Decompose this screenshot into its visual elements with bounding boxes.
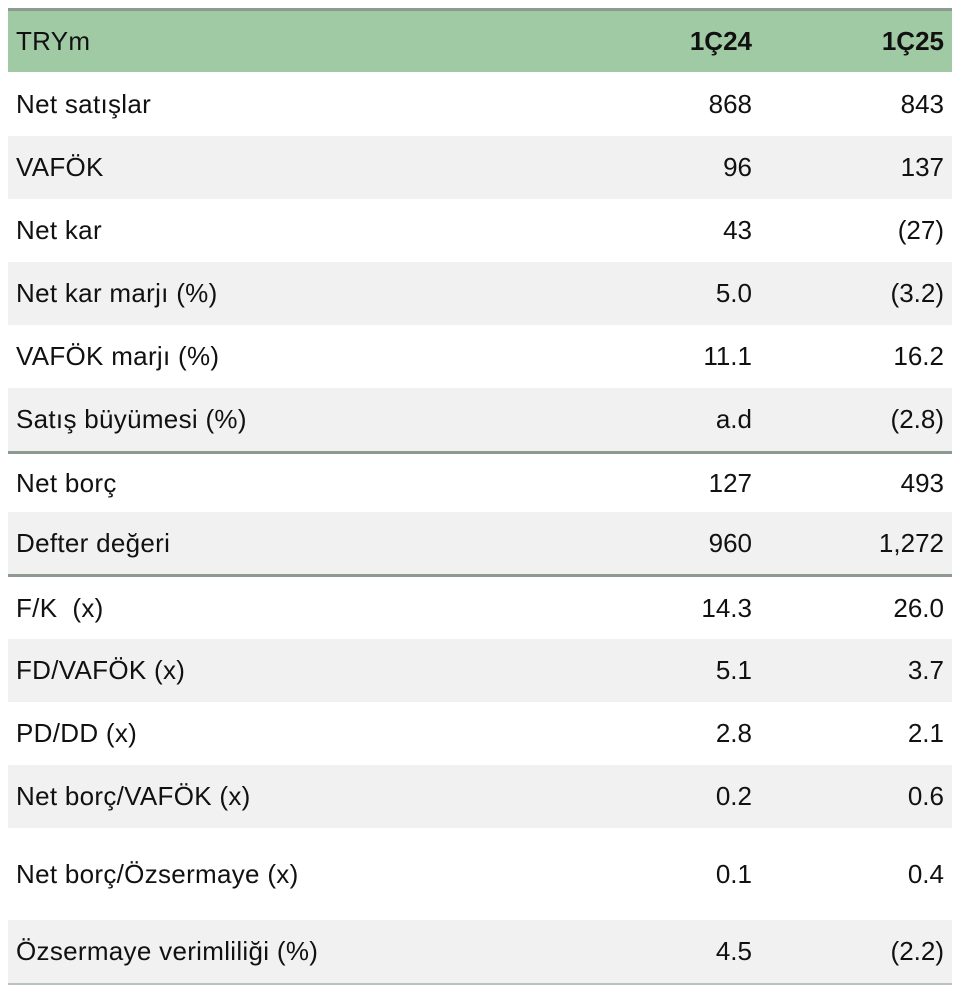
row-value-1q24: 5.1 — [715, 655, 752, 685]
row-value-1q24: 0.1 — [715, 858, 752, 889]
row-value-1q25: 3.7 — [907, 655, 944, 685]
section-divider — [8, 451, 952, 454]
table-row: F/K (x) 14.3 26.0 — [8, 577, 952, 639]
row-label: VAFÖK marjı (%) — [16, 341, 220, 371]
row-value-1q25: 0.6 — [907, 781, 944, 811]
row-value-1q24: 2.8 — [715, 718, 752, 748]
header-col-1q24: 1Ç24 — [689, 26, 752, 56]
row-label: Net borç/VAFÖK (x) — [16, 781, 251, 811]
table-header-row: TRYm 1Ç24 1Ç25 — [8, 11, 952, 72]
row-label: Net satışlar — [16, 88, 152, 119]
table-row: Net borç 127 493 — [8, 454, 952, 512]
top-rule — [8, 8, 952, 11]
row-value-1q24: 868 — [708, 88, 752, 119]
table-row: Net kar 43 (27) — [8, 199, 952, 262]
row-value-1q24: 11.1 — [703, 341, 752, 371]
row-value-1q25: 843 — [900, 88, 944, 119]
row-label: F/K (x) — [16, 592, 104, 623]
row-label: Özsermaye verimliliği (%) — [16, 936, 319, 966]
row-value-1q24: 14.3 — [701, 592, 752, 623]
row-value-1q24: 960 — [708, 527, 752, 558]
financial-summary-table: TRYm 1Ç24 1Ç25 Net satışlar 868 843 VAFÖ… — [8, 8, 952, 985]
row-value-1q25: (2.2) — [890, 936, 944, 966]
table-row: Satış büyümesi (%) a.d (2.8) — [8, 388, 952, 451]
row-value-1q24: 43 — [723, 215, 752, 245]
section-divider — [8, 574, 952, 577]
row-value-1q25: (27) — [897, 215, 944, 245]
table-row: Defter değeri 960 1,272 — [8, 512, 952, 574]
row-value-1q25: 16.2 — [893, 341, 944, 371]
row-label: Net kar marjı (%) — [16, 278, 218, 308]
table-row: PD/DD (x) 2.8 2.1 — [8, 702, 952, 765]
row-value-1q25: (2.8) — [890, 404, 944, 434]
row-label: VAFÖK — [16, 152, 104, 182]
row-value-1q25: 493 — [900, 467, 944, 498]
row-label: Net borç — [16, 467, 117, 498]
table-row: Net borç/VAFÖK (x) 0.2 0.6 — [8, 765, 952, 828]
row-value-1q24: 5.0 — [715, 278, 752, 308]
table-row: VAFÖK marjı (%) 11.1 16.2 — [8, 325, 952, 388]
row-label: Net kar — [16, 215, 102, 245]
row-label: PD/DD (x) — [16, 718, 138, 748]
table-row: Net kar marjı (%) 5.0 (3.2) — [8, 262, 952, 325]
table-row: FD/VAFÖK (x) 5.1 3.7 — [8, 639, 952, 702]
table-row: Net satışlar 868 843 — [8, 72, 952, 136]
row-value-1q25: 0.4 — [907, 858, 944, 889]
row-value-1q25: (3.2) — [890, 278, 944, 308]
row-value-1q24: 4.5 — [715, 936, 752, 966]
row-value-1q25: 26.0 — [893, 592, 944, 623]
row-label: Defter değeri — [16, 527, 171, 558]
table-row: Özsermaye verimliliği (%) 4.5 (2.2) — [8, 920, 952, 983]
row-label: Satış büyümesi (%) — [16, 404, 247, 434]
row-value-1q24: 96 — [723, 152, 752, 182]
row-value-1q24: 127 — [708, 467, 752, 498]
row-label: FD/VAFÖK (x) — [16, 655, 186, 685]
row-value-1q25: 2.1 — [907, 718, 944, 748]
table-row: Net borç/Özsermaye (x) 0.1 0.4 — [8, 828, 952, 920]
header-label: TRYm — [16, 26, 91, 56]
row-value-1q25: 137 — [900, 152, 944, 182]
table-row: VAFÖK 96 137 — [8, 136, 952, 199]
header-col-1q25: 1Ç25 — [881, 26, 944, 56]
row-value-1q24: 0.2 — [715, 781, 752, 811]
row-label: Net borç/Özsermaye (x) — [16, 858, 299, 889]
row-value-1q25: 1,272 — [878, 527, 944, 558]
row-value-1q24: a.d — [715, 404, 752, 434]
